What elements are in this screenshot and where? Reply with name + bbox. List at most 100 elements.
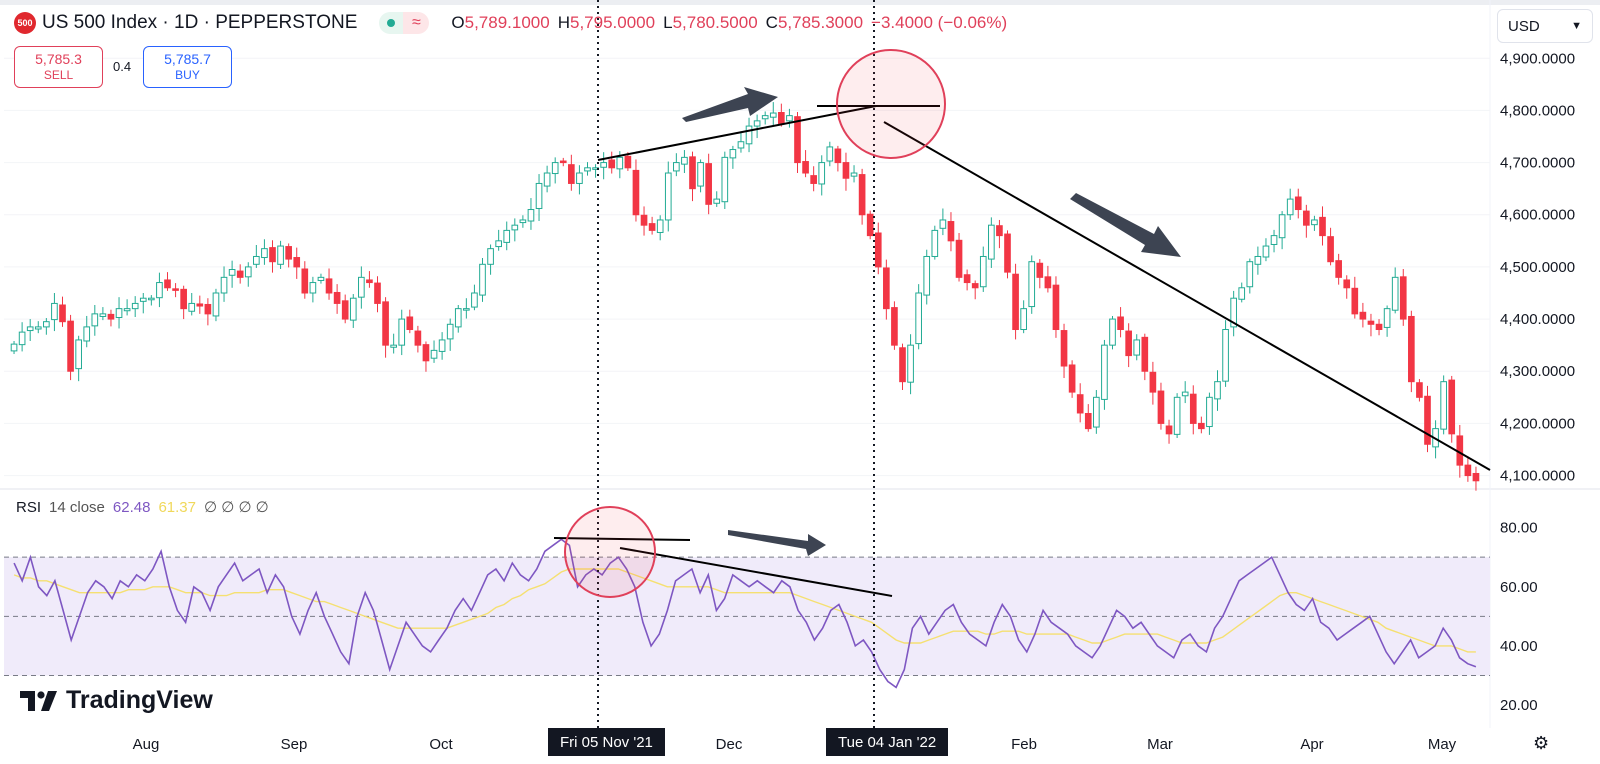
candle-body	[333, 291, 341, 304]
candle-body	[374, 282, 381, 304]
candle-body	[883, 267, 890, 310]
currency-label: USD	[1508, 17, 1540, 35]
candle-body	[753, 120, 761, 127]
candle-body	[156, 282, 163, 299]
candle-body	[422, 344, 430, 362]
candle-body	[963, 274, 971, 284]
candle-body	[1230, 297, 1237, 328]
candle-body	[285, 246, 292, 260]
candle-body	[955, 239, 963, 278]
buy-button[interactable]: 5,785.7 BUY	[143, 46, 232, 88]
candle-body	[26, 326, 34, 332]
candle-body	[1391, 276, 1399, 311]
candle-body	[406, 316, 414, 331]
ohlc-low-key: L	[663, 13, 673, 32]
ohlc-open-key: O	[451, 13, 465, 32]
candle-body	[858, 174, 866, 216]
candle-body	[1068, 364, 1076, 393]
candle-body	[277, 245, 284, 265]
candle-body	[1181, 391, 1189, 397]
time-tick-label: Sep	[281, 736, 308, 753]
candle-body	[1060, 330, 1068, 367]
candle-body	[487, 248, 494, 265]
candle-body	[664, 172, 672, 221]
candle-body	[874, 232, 882, 268]
candle-body	[907, 344, 914, 383]
tradingview-logo[interactable]: TradingView	[20, 686, 213, 715]
candle-body	[527, 209, 535, 222]
ohlc-open-value: 5,789.1000	[464, 13, 550, 32]
candle-body	[810, 175, 817, 184]
candle-body	[75, 339, 82, 370]
symbol-logo[interactable]: 500	[14, 12, 36, 34]
rsi-horizontal-line	[553, 537, 691, 541]
candle-body	[1383, 308, 1391, 328]
candle-body	[341, 300, 349, 320]
currency-select[interactable]: USD ▼	[1497, 9, 1593, 43]
candle-body	[559, 160, 567, 164]
candle-body	[1125, 330, 1132, 357]
candle-body	[1416, 382, 1423, 398]
candle-body	[253, 255, 260, 265]
market-open-icon	[379, 12, 404, 34]
candle-body	[979, 255, 987, 288]
candle-body	[34, 326, 42, 330]
candle-body	[1084, 412, 1092, 430]
top-border	[0, 0, 1600, 5]
candle-body	[317, 276, 325, 281]
candle-body	[915, 292, 922, 345]
candle-body	[616, 156, 624, 170]
candle-body	[850, 172, 858, 177]
symbol-title[interactable]: US 500 Index · 1D · PEPPERSTONE	[42, 12, 358, 33]
rsi-empty-values: ∅ ∅ ∅ ∅	[203, 499, 269, 516]
candle-body	[842, 162, 850, 179]
rsi-lines	[13, 538, 1477, 689]
price-tick-label: 4,800.0000	[1500, 102, 1575, 119]
buy-label: BUY	[175, 68, 200, 82]
candle-body	[1335, 260, 1342, 278]
buy-price: 5,785.7	[164, 51, 211, 67]
candle-body	[1254, 255, 1262, 265]
candle-body	[729, 149, 737, 159]
candle-body	[608, 159, 616, 169]
candle-body	[1020, 308, 1027, 331]
rsi-legend[interactable]: RSI 14 close 62.48 61.37 ∅ ∅ ∅ ∅	[16, 498, 269, 517]
market-status-badge[interactable]: ≈	[379, 12, 430, 34]
ohlc-low-value: 5,780.5000	[672, 13, 758, 32]
candle-body	[1101, 344, 1108, 400]
candle-body	[115, 308, 123, 319]
rsi-line	[13, 538, 1477, 689]
candle-body	[390, 344, 397, 348]
candle-body	[866, 213, 874, 237]
ohlc-close-value: 5,785.3000	[777, 13, 864, 32]
candle-body	[83, 326, 91, 342]
candle-body	[67, 320, 74, 372]
candle-body	[51, 302, 58, 321]
rsi-highlight-circle	[564, 506, 656, 598]
candle-body	[761, 115, 769, 120]
candle-body	[1375, 323, 1383, 331]
candle-body	[1028, 261, 1036, 308]
candle-body	[511, 224, 519, 231]
candle-body	[1165, 425, 1173, 435]
candle-body	[301, 268, 309, 294]
candle-body	[689, 156, 696, 190]
rsi-tick-label: 80.00	[1500, 520, 1538, 537]
candle-body	[91, 313, 99, 327]
time-axis[interactable]: Aug Sep Oct Dec Feb Mar Apr May	[133, 736, 1457, 753]
data-delay-icon: ≈	[403, 12, 430, 34]
rsi-downtrend-line	[619, 547, 893, 597]
price-axis[interactable]: 4,900.0000 4,800.0000 4,700.0000 4,600.0000…	[1500, 50, 1575, 714]
rsi-params: 14 close	[49, 498, 105, 516]
candle-body	[107, 313, 115, 320]
settings-gear-icon[interactable]: ⚙	[1533, 733, 1550, 753]
ohlc-change: −3.4000 (−0.06%)	[871, 13, 1008, 32]
candle-body	[543, 172, 551, 187]
candle-body	[139, 297, 147, 302]
spread-value: 0.4	[113, 59, 132, 74]
price-tick-label: 4,300.0000	[1500, 363, 1575, 380]
candle-body	[1343, 279, 1351, 289]
price-tick-label: 4,600.0000	[1500, 207, 1575, 224]
sell-button[interactable]: 5,785.3 SELL	[14, 46, 103, 88]
